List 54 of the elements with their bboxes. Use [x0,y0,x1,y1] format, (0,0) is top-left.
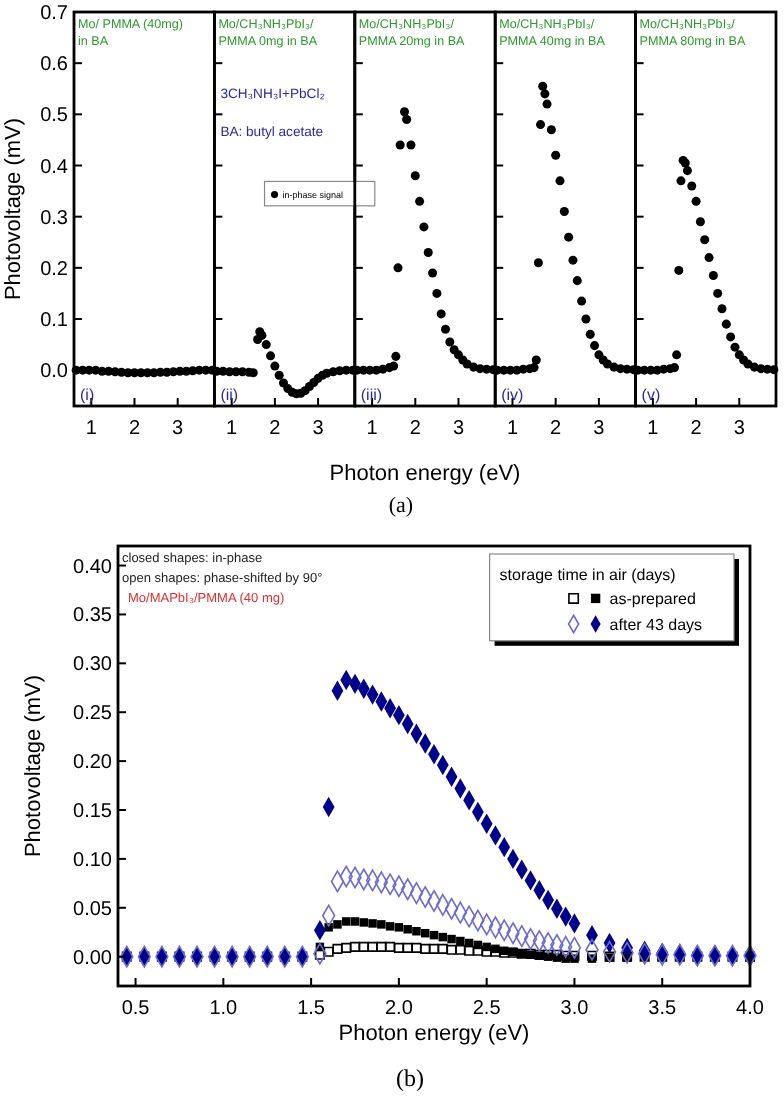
x-tick-label: 2 [409,418,422,440]
y-tick-label: 0.25 [73,703,113,726]
legend-title: storage time in air (days) [499,565,677,584]
legend-label: after 43 days [609,615,703,634]
y-tick-label: 0.00 [73,947,113,970]
y-tick-label: 0.2 [40,258,69,281]
text: (a) [388,494,414,518]
x-tick-label: 3 [733,418,746,440]
x-tick-label: 2 [550,418,563,440]
x-tick-label: 2.0 [384,998,414,1020]
x-tick-label: 3 [452,418,465,440]
y-axis-title: Photovoltage (mV) [22,674,46,858]
x-tick-label: 1.0 [209,998,239,1020]
x-axis-title: Photon energy (eV) [329,462,521,486]
x-tick-label: 2 [690,418,703,440]
y-tick-label: 0.05 [73,898,113,921]
x-tick-label: 1 [506,418,519,440]
x-tick-label: 3 [172,418,185,440]
x-tick-label: 2 [128,418,141,440]
legend-label: as-prepared [609,590,696,608]
y-tick-label: 0.35 [73,605,113,628]
x-tick-label: 4.0 [736,998,765,1020]
y-tick-label: 0.7 [40,3,69,25]
x-tick-label: 3.5 [648,998,677,1020]
y-tick-label: 0.6 [40,54,69,77]
x-tick-label: 2.5 [472,998,502,1020]
x-tick-label: 1 [366,418,379,440]
x-tick-label: 1 [85,418,98,440]
y-tick-label: 0.3 [40,207,69,230]
x-tick-label: 1.5 [297,998,326,1020]
y-tick-label: 0.10 [73,849,113,872]
x-tick-label: 1 [226,418,239,440]
y-tick-label: 0.15 [73,801,113,823]
annotation: (iii) [360,386,383,404]
y-tick-label: 0.4 [40,156,69,179]
x-tick-label: 3 [312,418,325,440]
annotation: (ii) [220,386,239,404]
x-tick-label: 1 [647,418,660,440]
text: (b) [396,1064,424,1092]
x-axis-title: Photon energy (eV) [338,1022,530,1046]
y-tick-label: 0.5 [40,105,69,128]
y-tick-label: 0.1 [40,310,69,333]
y-tick-label: 0.30 [73,654,113,677]
annotation: (v) [641,386,661,404]
annotation: (i) [80,386,95,404]
x-tick-label: 2 [269,418,282,440]
y-tick-label: 0.40 [73,556,113,579]
x-tick-label: 3 [593,418,606,440]
annotation: (iv) [501,386,525,404]
y-tick-label: 0.0 [40,361,69,384]
x-tick-label: 0.5 [121,998,151,1020]
y-tick-label: 0.20 [73,752,113,775]
x-tick-label: 3.0 [560,998,590,1020]
y-axis-title: Photovoltage (mV) [2,117,26,301]
